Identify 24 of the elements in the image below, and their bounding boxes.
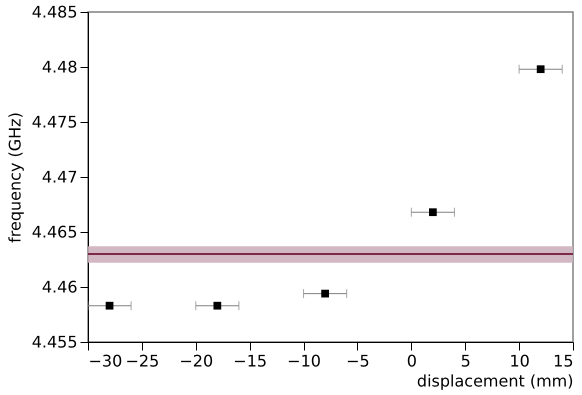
y-tick-label: 4.455 (32, 332, 78, 352)
y-tick-label: 4.465 (32, 222, 78, 242)
y-tick-label: 4.47 (42, 168, 78, 186)
y-axis-title: frequency (GHz) (6, 112, 25, 243)
point (321, 290, 329, 298)
x-tick-label: 10 (509, 352, 530, 370)
point (106, 302, 114, 310)
x-tick-label: 0 (406, 352, 417, 370)
x-tick-label: 15 (553, 352, 574, 370)
point (213, 302, 222, 310)
y-tick-label: 4.46 (42, 278, 78, 296)
x-tick-label: −25 (126, 352, 160, 370)
x-tick-label: −20 (179, 352, 214, 370)
x-tick-label: −5 (346, 352, 370, 370)
y-tick-label: 4.475 (32, 112, 78, 132)
point (536, 65, 545, 74)
y-tick-label: 4.48 (42, 58, 78, 76)
x-tick-label: −15 (233, 352, 268, 370)
point (429, 208, 437, 216)
x-axis-title: displacement (mm) (416, 372, 574, 390)
x-tick-label: −30 (88, 352, 122, 370)
x-tick-label: −10 (287, 352, 321, 370)
x-tick-label: 5 (460, 352, 471, 370)
y-tick-label: 4.485 (32, 2, 78, 22)
